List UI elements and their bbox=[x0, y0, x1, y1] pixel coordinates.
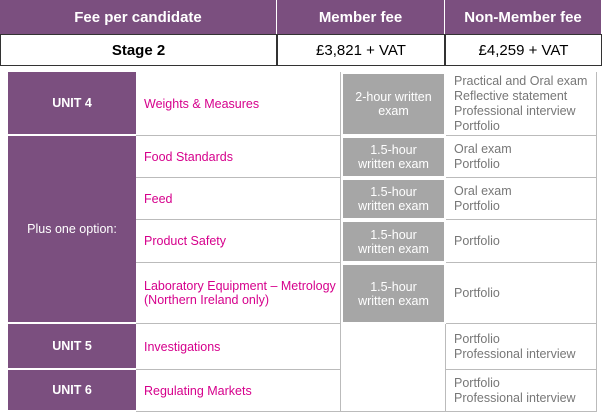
fee-cell: £3,821 + VAT bbox=[277, 34, 445, 66]
assessment: Oral exam Portfolio bbox=[446, 178, 597, 220]
subject: Weights & Measures bbox=[136, 72, 341, 136]
assessment: Portfolio Professional interview bbox=[446, 324, 597, 370]
fee-cell: Stage 2 bbox=[0, 34, 277, 66]
assessment: Portfolio bbox=[446, 263, 597, 324]
exam: 1.5-hour written exam bbox=[341, 263, 446, 324]
header-cell: Member fee bbox=[277, 0, 445, 34]
exam: 1.5-hour written exam bbox=[341, 136, 446, 178]
exam: 2-hour written exam bbox=[341, 72, 446, 136]
assessment-item: Oral exam bbox=[454, 183, 512, 198]
assessment-item: Portfolio bbox=[454, 285, 500, 300]
assessment-item: Portfolio bbox=[454, 198, 500, 213]
assessment-item: Portfolio bbox=[454, 375, 500, 390]
header-cell: Non-Member fee bbox=[445, 0, 602, 34]
unit-label: UNIT 5 bbox=[8, 324, 136, 370]
assessment-item: Portfolio bbox=[454, 331, 500, 346]
assessment-item: Reflective statement bbox=[454, 88, 568, 103]
assessment-item: Practical and Oral exam bbox=[454, 73, 588, 88]
assessment-item: Oral exam bbox=[454, 141, 512, 156]
exam: 1.5-hour written exam bbox=[341, 178, 446, 220]
subject: Regulating Markets bbox=[136, 370, 341, 412]
subject: Feed bbox=[136, 178, 341, 220]
exam: 1.5-hour written exam bbox=[341, 220, 446, 263]
subject: Food Standards bbox=[136, 136, 341, 178]
assessment: Practical and Oral exam Reflective statem… bbox=[446, 72, 597, 136]
exam-blank bbox=[341, 324, 446, 412]
unit-label: Plus one option: bbox=[8, 136, 136, 324]
header-cell: Fee per candidate bbox=[0, 0, 277, 34]
subject: Investigations bbox=[136, 324, 341, 370]
assessment-item: Portfolio bbox=[454, 118, 500, 133]
assessment-item: Professional interview bbox=[454, 346, 576, 361]
subject: Laboratory Equipment – Metrology (Northe… bbox=[136, 263, 341, 324]
assessment: Portfolio bbox=[446, 220, 597, 263]
assessment-item: Professional interview bbox=[454, 390, 576, 405]
subject: Product Safety bbox=[136, 220, 341, 263]
assessment: Oral exam Portfolio bbox=[446, 136, 597, 178]
assessment-item: Portfolio bbox=[454, 233, 500, 248]
assessment-item: Professional interview bbox=[454, 103, 576, 118]
assessment-item: Portfolio bbox=[454, 156, 500, 171]
fee-cell: £4,259 + VAT bbox=[445, 34, 602, 66]
unit-label: UNIT 4 bbox=[8, 72, 136, 136]
assessment: Portfolio Professional interview bbox=[446, 370, 597, 412]
unit-label: UNIT 6 bbox=[8, 370, 136, 412]
